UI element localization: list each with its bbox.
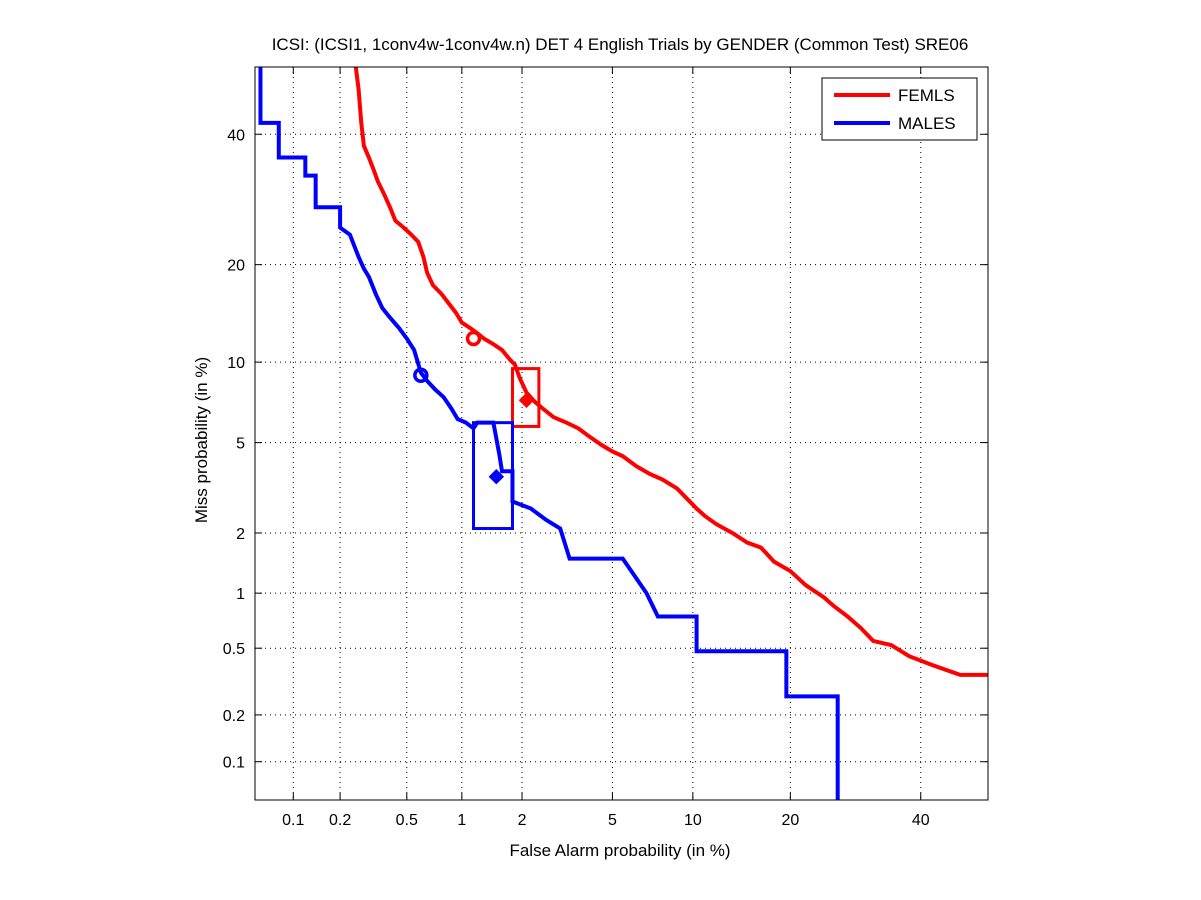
min-cost-marker-males bbox=[413, 367, 429, 384]
y-tick-label: 1 bbox=[236, 586, 245, 603]
x-tick-label: 10 bbox=[684, 812, 702, 829]
x-tick-label: 1 bbox=[457, 812, 466, 829]
x-tick-label: 2 bbox=[518, 812, 527, 829]
min-cost-marker-femls bbox=[465, 330, 482, 347]
y-tick-label: 5 bbox=[236, 436, 245, 453]
actual-cost-marker-males bbox=[488, 469, 505, 485]
y-axis-ticks: 0.1 0.2 0.5 1 2 5 10 20 40 bbox=[223, 127, 988, 772]
series-line-males bbox=[258, 67, 840, 800]
x-tick-label: 0.1 bbox=[282, 812, 304, 829]
y-tick-label: 40 bbox=[227, 127, 245, 144]
x-axis-ticks: 0.1 0.2 0.5 1 2 5 10 20 40 bbox=[282, 67, 930, 829]
confidence-box-femls bbox=[510, 367, 541, 428]
y-tick-label: 20 bbox=[227, 258, 245, 275]
legend-label-males: MALES bbox=[898, 114, 956, 133]
plot-background bbox=[255, 67, 988, 800]
confidence-box-males bbox=[472, 421, 514, 531]
grid-layer bbox=[255, 67, 988, 800]
legend-box bbox=[821, 77, 978, 141]
series-line-femls bbox=[353, 66, 988, 677]
chart-title: ICSI: (ICSI1, 1conv4w-1conv4w.n) DET 4 E… bbox=[272, 35, 969, 54]
y-tick-label: 0.5 bbox=[223, 641, 245, 658]
x-tick-label: 0.2 bbox=[329, 812, 351, 829]
x-tick-label: 0.5 bbox=[396, 812, 418, 829]
y-tick-label: 10 bbox=[227, 355, 245, 372]
x-tick-label: 40 bbox=[912, 812, 930, 829]
x-tick-label: 5 bbox=[608, 812, 617, 829]
series-layer bbox=[258, 66, 988, 800]
y-tick-label: 2 bbox=[236, 526, 245, 543]
plot-frame bbox=[254, 66, 989, 801]
legend-label-femls: FEMLS bbox=[898, 86, 955, 105]
plot-area bbox=[254, 66, 989, 801]
y-tick-label: 0.1 bbox=[223, 755, 245, 772]
actual-cost-marker-femls bbox=[518, 392, 535, 409]
legend: FEMLS MALES bbox=[821, 77, 978, 141]
x-tick-label: 20 bbox=[781, 812, 799, 829]
y-axis-label: Miss probability (in %) bbox=[192, 357, 211, 523]
y-tick-label: 0.2 bbox=[223, 708, 245, 725]
x-axis-label: False Alarm probability (in %) bbox=[509, 841, 730, 860]
